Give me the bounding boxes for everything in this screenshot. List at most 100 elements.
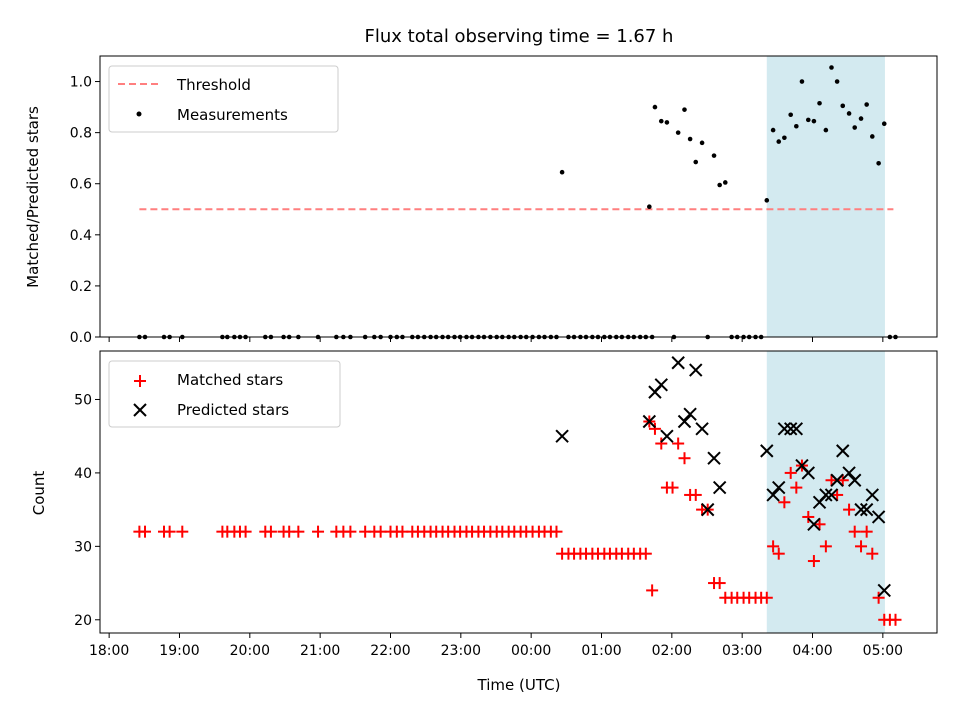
matched-star-point <box>139 525 152 538</box>
bottom-legend-box <box>108 360 341 428</box>
bottom-x-axis: 18:00 19:00 20:00 21:00 22:00 23:00 00:00 01:00… <box>89 633 903 659</box>
x-tick-label: 21:00 <box>300 643 340 659</box>
measurement-point <box>675 130 681 135</box>
x-tick-label: 23:00 <box>441 643 481 659</box>
measurement-point <box>764 198 770 203</box>
y-tick-label: 0.2 <box>70 279 92 295</box>
bottom-shaded-span <box>766 351 885 633</box>
measurement-point <box>788 112 794 118</box>
legend-measurements-label: Measurements <box>177 106 288 124</box>
x-tick-label: 05:00 <box>863 643 903 659</box>
x-tick-label: 00:00 <box>511 643 551 659</box>
matched-star-point <box>772 547 785 560</box>
matched-star-point <box>836 474 849 487</box>
matched-star-point <box>767 540 780 553</box>
matched-star-point <box>855 540 868 553</box>
top-shaded-span <box>766 56 885 337</box>
matched-star-point <box>312 525 325 538</box>
matched-star-point <box>872 591 885 604</box>
bottom-y-axis-label: Count <box>30 471 48 516</box>
y-tick-label: 0.6 <box>70 177 92 193</box>
y-tick-label: 0.4 <box>70 228 92 244</box>
predicted-star-point <box>772 480 786 495</box>
matched-star-point <box>790 481 803 494</box>
predicted-star-point <box>789 422 804 436</box>
measurement-point <box>823 127 829 133</box>
measurement-point <box>864 102 869 107</box>
measurement-point <box>846 111 852 116</box>
measurement-point <box>711 153 717 158</box>
measurement-point <box>699 140 705 146</box>
matched-star-point <box>866 547 879 560</box>
predicted-star-point <box>859 502 874 517</box>
matched-star-point <box>778 496 791 509</box>
measurement-point <box>687 136 693 142</box>
matched-star-point <box>760 591 773 604</box>
measurement-point <box>805 117 811 123</box>
predicted-star-point <box>830 473 844 487</box>
predicted-star-point <box>555 429 569 443</box>
predicted-star-point <box>712 480 727 495</box>
matched-star-point <box>655 437 668 450</box>
matched-star-point <box>825 474 838 487</box>
matched-star-point <box>648 422 661 435</box>
legend-predicted-swatch <box>133 403 147 417</box>
predicted-star-point <box>766 488 780 502</box>
predicted-star-point <box>707 451 721 465</box>
chart-title: Flux total observing time = 1.67 h <box>365 26 674 47</box>
measurement-point <box>876 160 881 166</box>
matched-star-point <box>666 481 679 494</box>
top-legend: Threshold Measurements <box>108 65 339 133</box>
predicted-star-point <box>847 473 862 487</box>
measurement-point <box>693 159 699 165</box>
y-tick-label: 0.8 <box>70 126 92 142</box>
predicted-star-point <box>777 422 792 436</box>
measurement-point <box>722 180 728 185</box>
matched-star-point <box>889 613 902 626</box>
bottom-y-axis: 20 30 40 50 <box>74 392 100 629</box>
measurement-point <box>652 104 658 110</box>
matched-star-point <box>672 437 685 450</box>
predicted-star-point <box>871 510 886 524</box>
predicted-star-point <box>836 444 850 458</box>
matched-stars-series <box>133 415 902 626</box>
predicted-star-point <box>819 488 833 502</box>
legend-predicted-label: Predicted stars <box>177 401 289 419</box>
y-tick-label: 50 <box>74 392 92 408</box>
bottom-legend: Matched stars Predicted stars <box>108 360 341 428</box>
predicted-star-point <box>683 407 697 421</box>
y-tick-label: 40 <box>74 466 92 482</box>
top-y-axis-label: Matched/Predicted stars <box>24 106 42 288</box>
top-legend-box <box>108 65 339 133</box>
predicted-star-point <box>671 356 685 370</box>
predicted-star-point <box>854 502 868 517</box>
measurement-point <box>852 125 858 130</box>
y-tick-label: 30 <box>74 539 92 555</box>
shaded-span-rect <box>766 56 885 337</box>
matched-star-point <box>813 518 826 531</box>
measurement-point <box>647 204 652 210</box>
matched-star-point <box>646 584 659 597</box>
matched-star-point <box>344 525 357 538</box>
predicted-star-point <box>807 517 821 532</box>
x-tick-label: 19:00 <box>159 643 199 659</box>
x-tick-label: 18:00 <box>89 643 129 659</box>
predicted-star-point <box>654 378 668 392</box>
predicted-star-point <box>760 444 774 458</box>
measurement-point <box>794 123 799 129</box>
matched-star-point <box>176 525 189 538</box>
matched-star-point <box>292 525 305 538</box>
predicted-star-point <box>783 422 798 436</box>
matched-star-point <box>689 488 702 501</box>
measurement-point <box>770 127 776 133</box>
measurement-point <box>776 139 782 144</box>
x-tick-label: 22:00 <box>370 643 410 659</box>
measurement-point <box>664 120 670 125</box>
measurement-point <box>559 169 565 175</box>
matched-star-point <box>678 452 691 465</box>
predicted-star-point <box>824 488 839 502</box>
predicted-star-point <box>642 414 657 429</box>
measurement-point <box>834 79 840 84</box>
measurement-point <box>869 134 875 139</box>
measurement-point <box>811 118 817 124</box>
